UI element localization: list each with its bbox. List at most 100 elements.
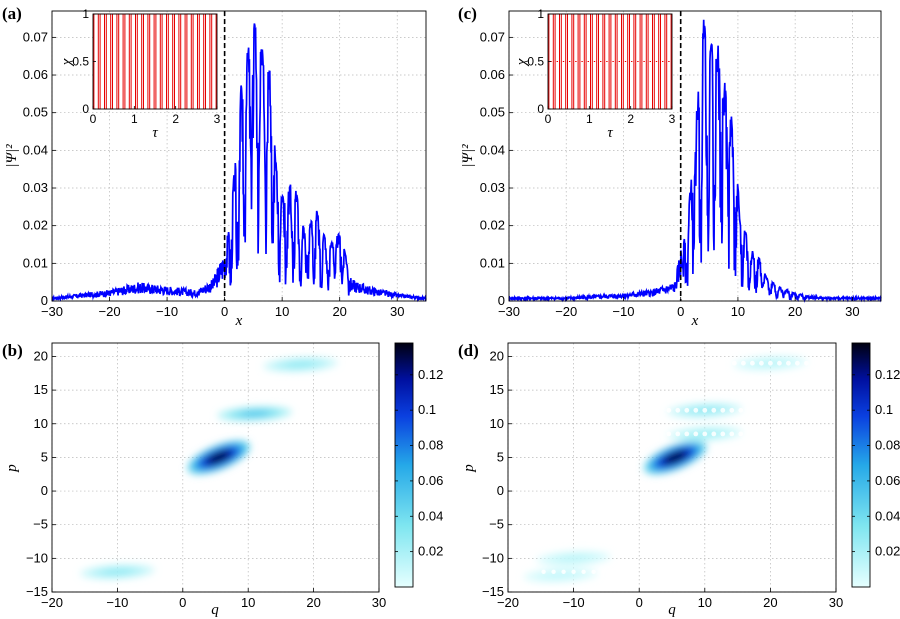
c-inset-ylabel: χ	[514, 58, 530, 67]
d-interference-node	[702, 431, 708, 437]
d-colorbar-label: 0.08	[875, 438, 900, 453]
a-ytick-label: 0.07	[23, 29, 48, 44]
d-interference-node	[732, 360, 737, 366]
panel-c-label: (c)	[458, 4, 477, 23]
b-xtick-label: 30	[372, 595, 386, 610]
d-ytick-label: 10	[490, 416, 504, 431]
b-ytick-label: 0	[41, 483, 48, 498]
b-xtick-label: −20	[41, 595, 63, 610]
c-inset-xtick-label: 3	[669, 112, 676, 126]
c-ytick-label: 0.04	[480, 142, 505, 157]
panel-b-label: (b)	[2, 341, 23, 360]
a-inset-xlabel: τ	[152, 125, 158, 141]
d-interference-node	[738, 407, 744, 413]
a-xtick-label: 20	[332, 304, 346, 319]
b-colorbar-label: 0.02	[418, 544, 443, 559]
b-colorbar-label: 0.06	[418, 473, 443, 488]
a-xtick-label: 10	[275, 304, 289, 319]
panel-c: (c) −30 −20 −10 0 10 20 3000.010.020.030.040.0…	[458, 4, 882, 329]
b-axes-frame	[51, 342, 380, 593]
a-inset-ytick-label: 1	[82, 7, 89, 21]
d-interference-node	[720, 407, 726, 413]
a-ytick-label: 0.01	[23, 255, 48, 270]
a-ylabel: |Ψ|²	[4, 144, 20, 168]
d-interference-node	[711, 407, 717, 413]
a-inset-xtick-label: 1	[131, 112, 138, 126]
d-ytick-label: −5	[489, 517, 504, 532]
d-interference-node	[741, 360, 746, 366]
d-xtick-label: 20	[763, 595, 777, 610]
c-axes-frame	[508, 10, 882, 302]
c-inset-ytick-label: 1	[537, 7, 544, 21]
d-interference-node	[601, 569, 606, 574]
a-inset-xtick-label: 3	[214, 112, 221, 126]
d-colorbar-label: 0.06	[875, 473, 900, 488]
d-interference-node	[804, 360, 809, 366]
d-interference-node	[666, 431, 672, 437]
a-ytick-label: 0.05	[23, 105, 48, 120]
a-inset-ytick-label: 0	[82, 102, 89, 116]
d-xlabel: q	[668, 602, 676, 618]
c-xtick-label: −20	[555, 304, 577, 319]
a-inset-xtick-label: 2	[172, 112, 179, 126]
d-colorbar-label: 0.12	[875, 367, 900, 382]
b-ytick-label: −15	[26, 584, 48, 599]
a-inset-ytick-label: 0.5	[72, 55, 89, 69]
c-ytick-label: 0.02	[480, 218, 505, 233]
b-density-blob	[102, 568, 133, 575]
c-inset-xtick-label: 2	[627, 112, 634, 126]
b-colorbar-label: 0.12	[418, 367, 443, 382]
d-xtick-label: −10	[563, 595, 585, 610]
d-ytick-label: 20	[490, 348, 504, 363]
d-colorbar	[851, 342, 871, 588]
d-colorbar-label: 0.02	[875, 544, 900, 559]
b-xlabel: q	[211, 602, 219, 618]
d-ytick-label: 5	[497, 449, 504, 464]
c-xlabel: x	[691, 313, 699, 329]
d-interference-node	[702, 407, 708, 413]
c-xtick-label: 30	[845, 304, 859, 319]
panel-b: (b) −20 −10 0 10 20 30 −15 −10 −5 0 5 10 15 20 q p 0.…	[2, 341, 443, 618]
c-xtick-label: 0	[677, 304, 684, 319]
d-interference-node	[738, 431, 744, 437]
a-inset: 0 1 2 3 0 0.5 1 τ χ	[59, 7, 221, 141]
d-interference-node	[675, 431, 681, 437]
b-ytick-label: 10	[34, 416, 48, 431]
d-interference-node	[720, 431, 726, 437]
c-ytick-label: 0	[498, 293, 505, 308]
d-ytick-label: 0	[497, 483, 504, 498]
c-xtick-label: −10	[612, 304, 634, 319]
panel-a: (a) −30 −20 −10 0 10 20 3000.010.020.030.040.0…	[2, 4, 427, 329]
d-xtick-label: 0	[636, 595, 643, 610]
d-density-blob	[664, 451, 687, 464]
c-xtick-label: 10	[731, 304, 745, 319]
c-xtick-label: −30	[498, 304, 520, 319]
panel-a-label: (a)	[2, 4, 22, 23]
c-ytick-label: 0.05	[480, 105, 505, 120]
d-interference-node	[581, 569, 586, 574]
a-inset-xtick-label: 0	[90, 112, 97, 126]
b-xtick-label: 0	[179, 595, 186, 610]
d-interference-node	[777, 360, 782, 366]
b-ytick-label: 20	[34, 348, 48, 363]
d-interference-node	[684, 407, 690, 413]
a-xtick-label: −10	[156, 304, 178, 319]
d-interference-node	[750, 360, 755, 366]
b-colorbar-label: 0.1	[418, 402, 436, 417]
b-colorbar-label: 0.04	[418, 508, 443, 523]
b-colorbar-label: 0.08	[418, 438, 443, 453]
d-ytick-label: −10	[482, 550, 504, 565]
c-ytick-label: 0.07	[480, 29, 505, 44]
a-wave-line	[51, 23, 427, 303]
d-xtick-label: 10	[698, 595, 712, 610]
d-interference-node	[729, 407, 735, 413]
a-xtick-label: 30	[390, 304, 404, 319]
a-xtick-label: −20	[99, 304, 121, 319]
b-ytick-label: −10	[26, 550, 48, 565]
panel-d-label: (d)	[458, 341, 479, 360]
d-interference-node	[759, 360, 764, 366]
a-xtick-label: −30	[41, 304, 63, 319]
d-interference-node	[693, 431, 699, 437]
d-interference-node	[541, 569, 546, 574]
a-ytick-label: 0.06	[23, 67, 48, 82]
